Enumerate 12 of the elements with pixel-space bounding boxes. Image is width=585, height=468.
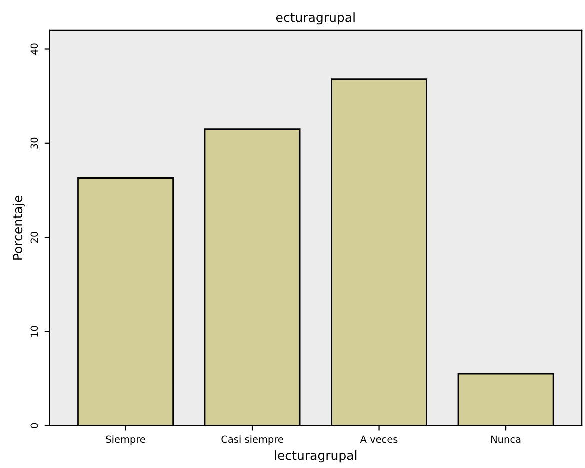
x-tick-label: A veces <box>360 436 398 444</box>
x-tick-label: Casi siempre <box>222 436 284 446</box>
y-axis-title: Porcentaje <box>12 196 26 260</box>
chart-title: ecturagrupal <box>276 12 355 25</box>
y-tick-label: 10 <box>30 326 38 337</box>
x-axis-title: lecturagrupal <box>275 450 357 463</box>
x-tick-label: Siempre <box>106 436 146 446</box>
y-tick-label: 0 <box>30 423 38 428</box>
y-tick-label: 40 <box>30 44 38 55</box>
y-tick-label: 20 <box>30 232 38 244</box>
x-tick-label: Nunca <box>492 436 521 444</box>
y-tick-label: 30 <box>30 138 38 149</box>
